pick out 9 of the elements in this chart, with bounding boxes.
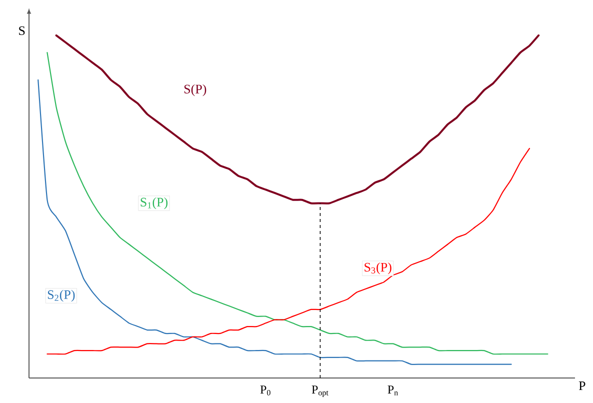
x-tick-label: P$_{opt}$ [312,386,328,398]
x-axis-title: P [578,382,586,390]
text: S(P) [184,84,206,96]
x-tick-label: P$_{0}$ [260,386,270,396]
text: S$_{1}$(P) [140,197,168,210]
series-label: S$_{2}$(P) [48,290,75,302]
series-label: S$_{3}$(P) [364,262,392,274]
x-tick-label: P$_{n}$ [388,386,398,396]
y-axis-title: S [19,26,25,36]
